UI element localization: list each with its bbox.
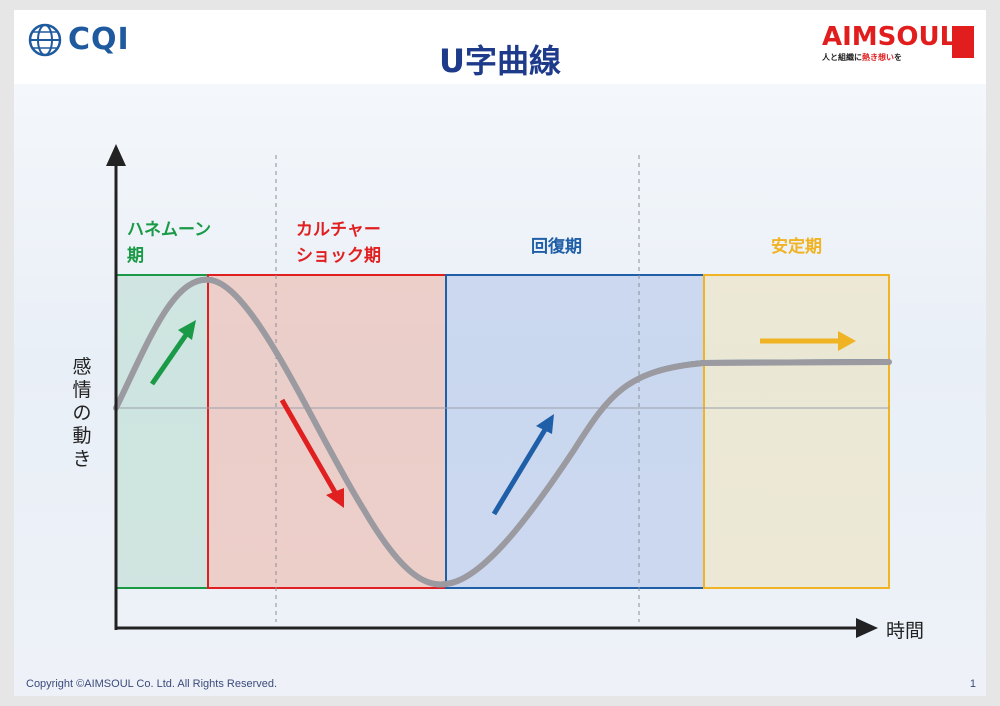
cqi-logo: CQI bbox=[28, 22, 130, 57]
u-curve-diagram: 感 情 の 動 き 時間 ハネムーン 期 カルチャー ショック期 回復期 安定期 bbox=[72, 144, 924, 642]
stable-label: 安定期 bbox=[771, 236, 822, 257]
svg-text:動: 動 bbox=[72, 425, 91, 447]
svg-text:の: の bbox=[72, 402, 91, 424]
svg-text:情: 情 bbox=[72, 379, 91, 401]
honeymoon-label-line2: 期 bbox=[127, 246, 144, 266]
x-axis bbox=[115, 618, 878, 638]
cqi-logo-text: CQI bbox=[68, 22, 130, 57]
culture-shock-phase-box bbox=[207, 274, 447, 589]
svg-text:感: 感 bbox=[72, 356, 91, 378]
culture-shock-down-arrow bbox=[279, 398, 344, 508]
slide: CQI U字曲線 AIMSOUL 人と組織に熱き想いを bbox=[14, 10, 986, 696]
recovery-label: 回復期 bbox=[531, 236, 582, 257]
page-number: 1 bbox=[969, 678, 976, 690]
svg-text:き: き bbox=[72, 448, 91, 470]
culture-shock-label-line1: カルチャー bbox=[296, 220, 381, 240]
aimsoul-logo-mark bbox=[952, 26, 974, 58]
aimsoul-logo: AIMSOUL 人と組織に熱き想いを bbox=[822, 22, 974, 62]
honeymoon-label-line1: ハネムーン bbox=[127, 220, 211, 240]
aimsoul-tagline: 人と組織に熱き想いを bbox=[822, 53, 902, 62]
recovery-up-arrow bbox=[491, 414, 554, 516]
u-curve bbox=[113, 276, 892, 588]
culture-shock-label-line2: ショック期 bbox=[296, 246, 381, 266]
copyright-text: Copyright ©AIMSOUL Co. Ltd. All Rights R… bbox=[26, 678, 278, 690]
header: CQI U字曲線 AIMSOUL 人と組織に熱き想いを bbox=[14, 10, 986, 84]
stable-right-arrow bbox=[760, 331, 856, 351]
y-axis-label: 感 情 の 動 き bbox=[72, 356, 91, 470]
recovery-phase-box bbox=[445, 274, 705, 589]
globe-icon bbox=[28, 23, 62, 56]
honeymoon-up-arrow bbox=[149, 320, 196, 386]
page-title: U字曲線 bbox=[439, 42, 561, 80]
background-world-map bbox=[14, 84, 986, 696]
x-axis-label: 時間 bbox=[886, 620, 924, 642]
y-axis bbox=[106, 144, 126, 630]
aimsoul-logo-text: AIMSOUL bbox=[822, 22, 957, 52]
stable-phase-box bbox=[703, 274, 890, 589]
